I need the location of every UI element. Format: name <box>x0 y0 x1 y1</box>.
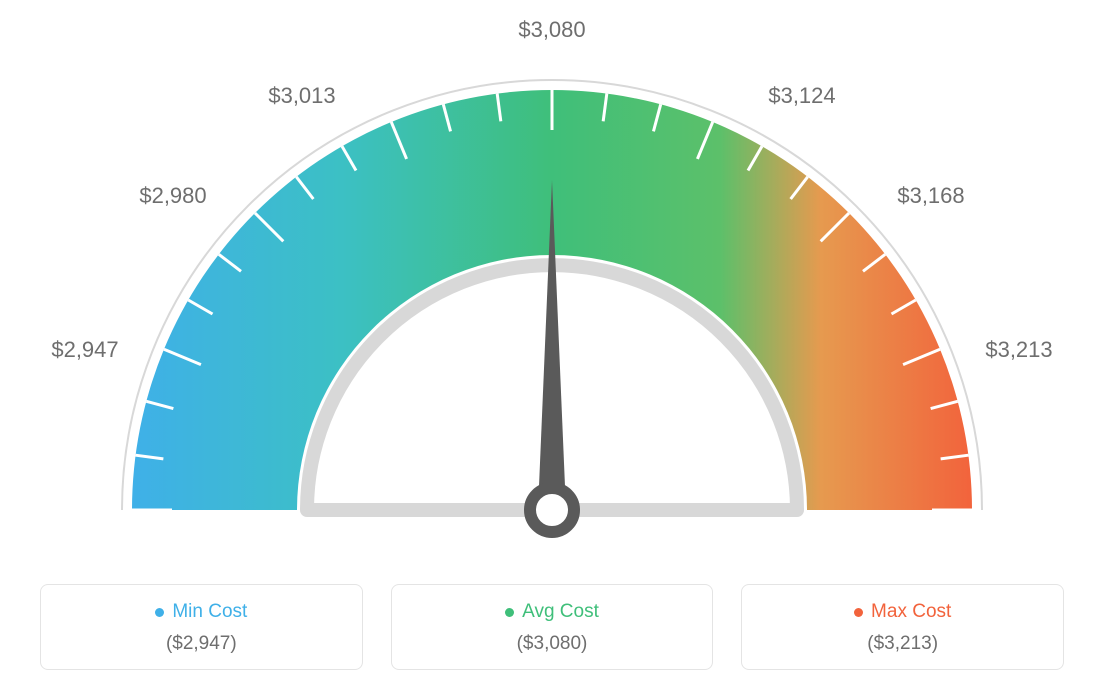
gauge-tick-label: $2,947 <box>51 337 118 363</box>
gauge-tick-label: $3,124 <box>768 83 835 109</box>
gauge-chart: $2,947 $2,980 $3,013 $3,080 $3,124 $3,168 $3,2… <box>0 0 1104 560</box>
gauge-tick-label: $2,980 <box>139 183 206 209</box>
dot-icon <box>505 608 514 617</box>
gauge-svg <box>0 0 1104 560</box>
legend-title-max: Max Cost <box>754 601 1051 623</box>
legend-value-max: ($3,213) <box>754 633 1051 655</box>
gauge-tick-label: $3,213 <box>985 337 1052 363</box>
legend-card-min: Min Cost ($2,947) <box>40 584 363 670</box>
dot-icon <box>854 608 863 617</box>
legend-value-min: ($2,947) <box>53 633 350 655</box>
gauge-tick-label: $3,168 <box>897 183 964 209</box>
gauge-tick-label: $3,013 <box>268 83 335 109</box>
legend-title-avg: Avg Cost <box>404 601 701 623</box>
gauge-tick-label: $3,080 <box>518 17 585 43</box>
dot-icon <box>155 608 164 617</box>
legend-card-max: Max Cost ($3,213) <box>741 584 1064 670</box>
legend-title-text: Min Cost <box>172 601 247 623</box>
legend-title-text: Max Cost <box>871 601 951 623</box>
legend-title-min: Min Cost <box>53 601 350 623</box>
legend-card-avg: Avg Cost ($3,080) <box>391 584 714 670</box>
legend-value-avg: ($3,080) <box>404 633 701 655</box>
legend-title-text: Avg Cost <box>522 601 599 623</box>
legend-row: Min Cost ($2,947) Avg Cost ($3,080) Max … <box>0 584 1104 670</box>
